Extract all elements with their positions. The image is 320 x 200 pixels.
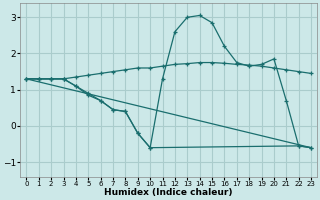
X-axis label: Humidex (Indice chaleur): Humidex (Indice chaleur) bbox=[104, 188, 233, 197]
